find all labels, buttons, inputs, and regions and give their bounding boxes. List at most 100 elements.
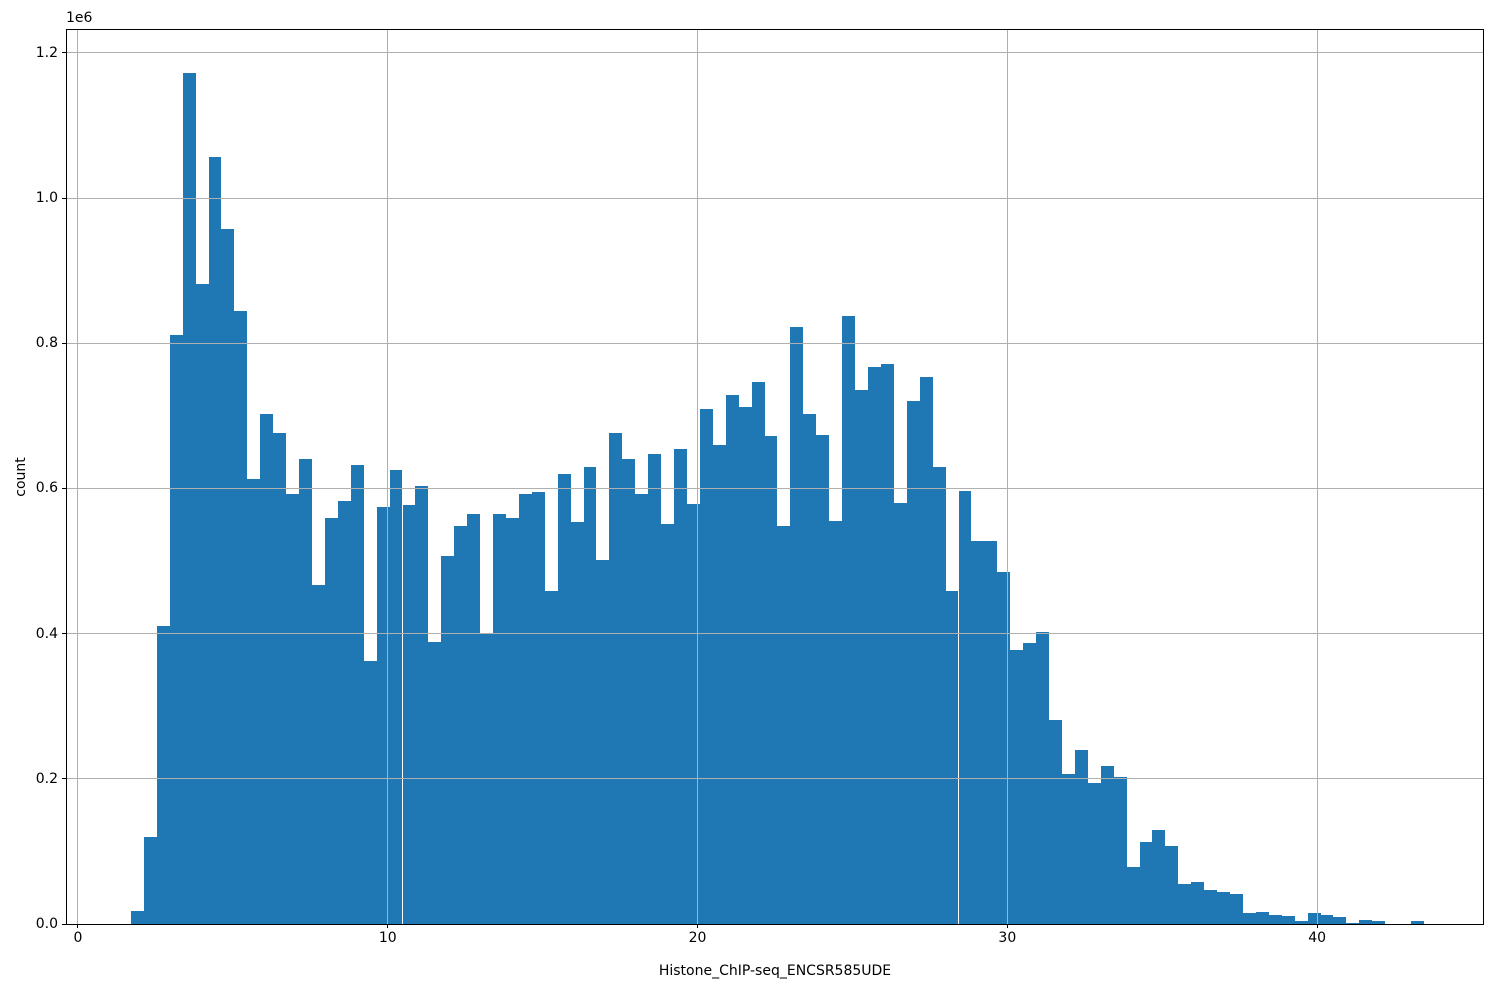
y-gridline [67,487,1483,489]
y-axis-offset-text: 1e6 [66,10,93,26]
y-gridline [67,633,1483,635]
y-gridline [67,778,1483,780]
histogram-bar [234,310,248,924]
histogram-bar [1268,914,1282,924]
y-axis-label: count [13,457,29,497]
y-gridline [67,923,1483,924]
histogram-bar [1010,650,1024,924]
histogram-bar [1113,777,1127,924]
y-tick-label: 1.2 [35,44,58,61]
histogram-bar [518,494,532,924]
histogram-bar [622,458,636,924]
histogram-bar [648,453,662,924]
histogram-bar [751,381,765,924]
histogram-bar [596,559,610,924]
histogram-bar [454,525,468,924]
histogram-bar [208,157,222,924]
histogram-bar [195,283,209,924]
histogram-bar [1320,915,1334,924]
histogram-bar [1087,783,1101,924]
histogram-bar [1023,643,1037,924]
histogram-bar [143,836,157,924]
histogram-bar [260,414,274,924]
histogram-bar [712,444,726,924]
histogram-bar [1294,921,1308,924]
histogram-bar [156,626,170,924]
histogram-bar [1204,889,1218,924]
histogram-bar [725,394,739,924]
y-tick-mark [62,923,66,925]
histogram-bar [221,228,235,924]
x-tick-mark [77,924,79,928]
histogram-bar [1049,720,1062,924]
histogram-bar [777,526,791,924]
y-tick-label: 0.6 [35,480,58,497]
x-tick-label: 40 [1308,930,1327,946]
plot-area: 0 10 20 30 40 0.0 0.2 0.4 0.6 0.8 1.0 1.2 [36,29,1484,945]
x-gridline [77,30,79,924]
histogram-bar [467,513,481,924]
grid-layer [67,30,1483,924]
histogram-bar [1100,766,1114,924]
histogram-bar [699,408,713,924]
y-tick-mark [62,342,66,344]
ticks-layer: 0 10 20 30 40 0.0 0.2 0.4 0.6 0.8 1.0 1.2 [36,30,1483,945]
x-tick-mark [387,924,389,928]
histogram-bar [880,364,894,924]
histogram-bar [1372,921,1386,924]
y-tick-mark [62,633,66,635]
histogram-bar [855,390,868,924]
x-axis-label: Histone_ChIP-seq_ENCSR585UDE [658,963,892,979]
histogram-bar [842,315,856,924]
histogram-bar [738,407,752,924]
histogram-bar [1165,846,1179,924]
histogram-bar [661,524,675,924]
histogram-bar [299,459,312,924]
histogram-bar [415,485,429,924]
y-gridline [67,197,1483,199]
y-tick-label: 1.0 [35,190,58,207]
histogram-bar [919,376,933,924]
histogram-bar [273,432,287,924]
histogram-bar [1191,881,1205,924]
histogram-bar [311,585,325,924]
histogram-bar [1307,913,1321,924]
histogram-bar [1074,749,1088,924]
x-tick-label: 0 [73,930,83,946]
x-gridline [1316,30,1318,924]
histogram-bar [867,366,881,924]
histogram-bar [932,466,946,924]
histogram-bar [635,494,649,924]
y-gridline [67,342,1483,344]
histogram-bar [1217,892,1231,924]
histogram-bar [1411,921,1424,924]
histogram-bar [363,660,377,924]
histogram-bar [1036,632,1049,924]
histogram-bar [1333,917,1347,924]
histogram-bar [816,435,830,924]
histogram-bar [1061,774,1075,924]
y-tick-label: 0.8 [35,335,58,352]
x-tick-label: 10 [378,930,397,946]
histogram-bar [1281,916,1295,924]
x-tick-mark [1006,924,1008,928]
histogram-bar [945,590,959,924]
y-gridline [67,52,1483,54]
histogram-bar [286,493,300,924]
histogram-bar [1126,867,1140,924]
histogram-bar [1139,841,1153,924]
histogram-bar [182,73,196,924]
y-tick-mark [62,487,66,489]
y-tick-label: 0.2 [35,770,58,787]
histogram-bar [493,513,506,924]
y-tick-label: 0.4 [35,625,58,642]
histogram-bar [544,590,558,924]
histogram-bar [337,500,351,924]
histogram-bar [984,540,998,924]
y-tick-mark [62,778,66,780]
histogram-bar [1178,884,1192,924]
histogram-bar [790,326,804,924]
histogram-bar [324,518,338,924]
y-tick-mark [62,52,66,54]
histogram-bar [1359,919,1373,924]
